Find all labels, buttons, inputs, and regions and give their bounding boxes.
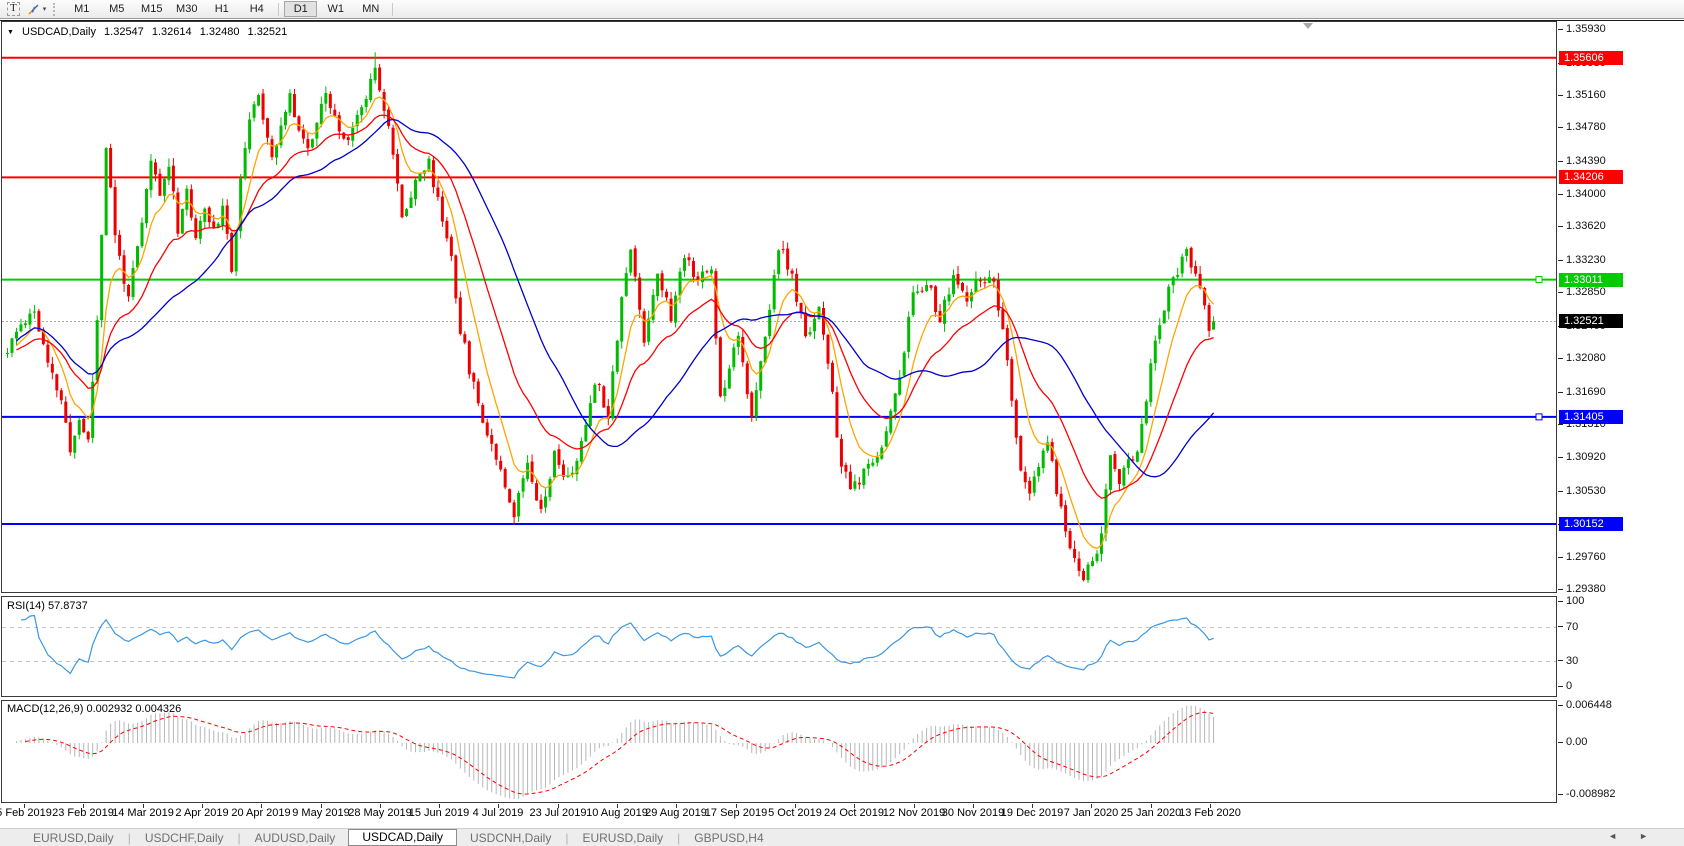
level-handle[interactable] — [1535, 276, 1543, 284]
scroll-right-icon[interactable]: ► — [1639, 831, 1648, 841]
quote-close: 1.32521 — [247, 26, 288, 38]
chart-tab-usdcad-daily[interactable]: USDCAD,Daily — [348, 828, 457, 846]
text-tool-icon: T — [7, 2, 20, 16]
timeframe-toolbar: M1 M5 M15 M30 H1 H4 D1 W1 MN — [64, 1, 397, 17]
rsi-indicator-label: RSI(14) 57.8737 — [7, 600, 88, 612]
symbol-period-label: USDCAD,Daily — [22, 26, 96, 38]
timeframe-button-h4[interactable]: H4 — [249, 3, 264, 15]
macd-signal-line — [25, 711, 1214, 795]
timeframe-button-d1[interactable]: D1 — [284, 1, 318, 17]
chart-menu-caret-icon[interactable]: ▼ — [7, 29, 14, 36]
chart-tab-eurusd-daily[interactable]: EURUSD,Daily — [33, 830, 114, 845]
arrows-tool-icon — [28, 4, 39, 14]
horizontal-level-lines — [2, 56, 1556, 525]
chart-tab-usdcnh-daily[interactable]: USDCNH,Daily — [470, 830, 552, 845]
timeframe-button-m1[interactable]: M1 — [74, 3, 90, 15]
chart-shift-marker-icon[interactable] — [1303, 23, 1313, 29]
chart-window-border — [0, 20, 1684, 21]
chart-tab-usdchf-daily[interactable]: USDCHF,Daily — [144, 830, 224, 845]
tab-separator: | — [127, 830, 131, 845]
rsi-line — [20, 614, 1214, 679]
timeframe-button-h1[interactable]: H1 — [214, 3, 229, 15]
text-tool-button[interactable]: T — [4, 1, 23, 17]
macd-indicator-label: MACD(12,26,9) 0.002932 0.004326 — [7, 703, 182, 715]
toolbar-separator — [278, 2, 280, 16]
chart-header: ▼ USDCAD,Daily 1.32547 1.32614 1.32480 1… — [7, 26, 292, 38]
timeframe-button-w1[interactable]: W1 — [327, 3, 345, 15]
macd-chart[interactable] — [2, 701, 1556, 802]
toolbar-grip[interactable] — [53, 2, 59, 16]
chart-tab-gbpusd-h4[interactable]: GBPUSD,H4 — [694, 830, 764, 845]
candlestick-series — [6, 52, 1216, 583]
quote-high: 1.32614 — [151, 26, 192, 38]
macd-histogram — [15, 705, 1215, 799]
ma-fast-line[interactable] — [16, 96, 1215, 550]
price-chart-panel[interactable] — [1, 21, 1557, 593]
tab-scroll-arrows: ◄ ► — [1586, 831, 1648, 841]
chart-tab-eurusd-daily[interactable]: EURUSD,Daily — [582, 830, 664, 845]
dropdown-caret-icon: ▾ — [42, 6, 47, 13]
tab-separator: | — [677, 830, 681, 845]
price-axis[interactable] — [1559, 21, 1683, 803]
level-handle[interactable] — [1535, 413, 1543, 421]
tab-separator: | — [237, 830, 241, 845]
chart-tab-bar: EURUSD,Daily | USDCHF,Daily | AUDUSD,Daily US… — [0, 828, 1684, 846]
time-axis[interactable] — [1, 803, 1557, 828]
quote-open: 1.32547 — [104, 26, 144, 38]
timeframe-button-m15[interactable]: M15 — [141, 3, 163, 15]
chart-tab-audusd-daily[interactable]: AUDUSD,Daily — [254, 830, 336, 845]
arrows-tool-button[interactable]: ▾ — [24, 1, 50, 17]
rsi-indicator-panel[interactable] — [1, 596, 1557, 697]
tab-separator: | — [565, 830, 569, 845]
macd-indicator-panel[interactable] — [1, 700, 1557, 803]
toolbar-separator — [392, 2, 394, 16]
candlestick-chart[interactable] — [2, 22, 1556, 592]
scroll-left-icon[interactable]: ◄ — [1608, 831, 1618, 841]
ma-medium-line[interactable] — [16, 114, 1214, 499]
quote-low: 1.32480 — [199, 26, 240, 38]
ma-slow-line[interactable] — [16, 118, 1215, 478]
timeframe-button-m30[interactable]: M30 — [176, 3, 198, 15]
timeframe-button-mn[interactable]: MN — [362, 3, 380, 15]
rsi-chart[interactable] — [2, 597, 1556, 696]
toolbar: T ▾ M1 M5 M15 M30 H1 H4 D1 W1 MN — [0, 0, 1684, 19]
timeframe-button-m5[interactable]: M5 — [109, 3, 125, 15]
